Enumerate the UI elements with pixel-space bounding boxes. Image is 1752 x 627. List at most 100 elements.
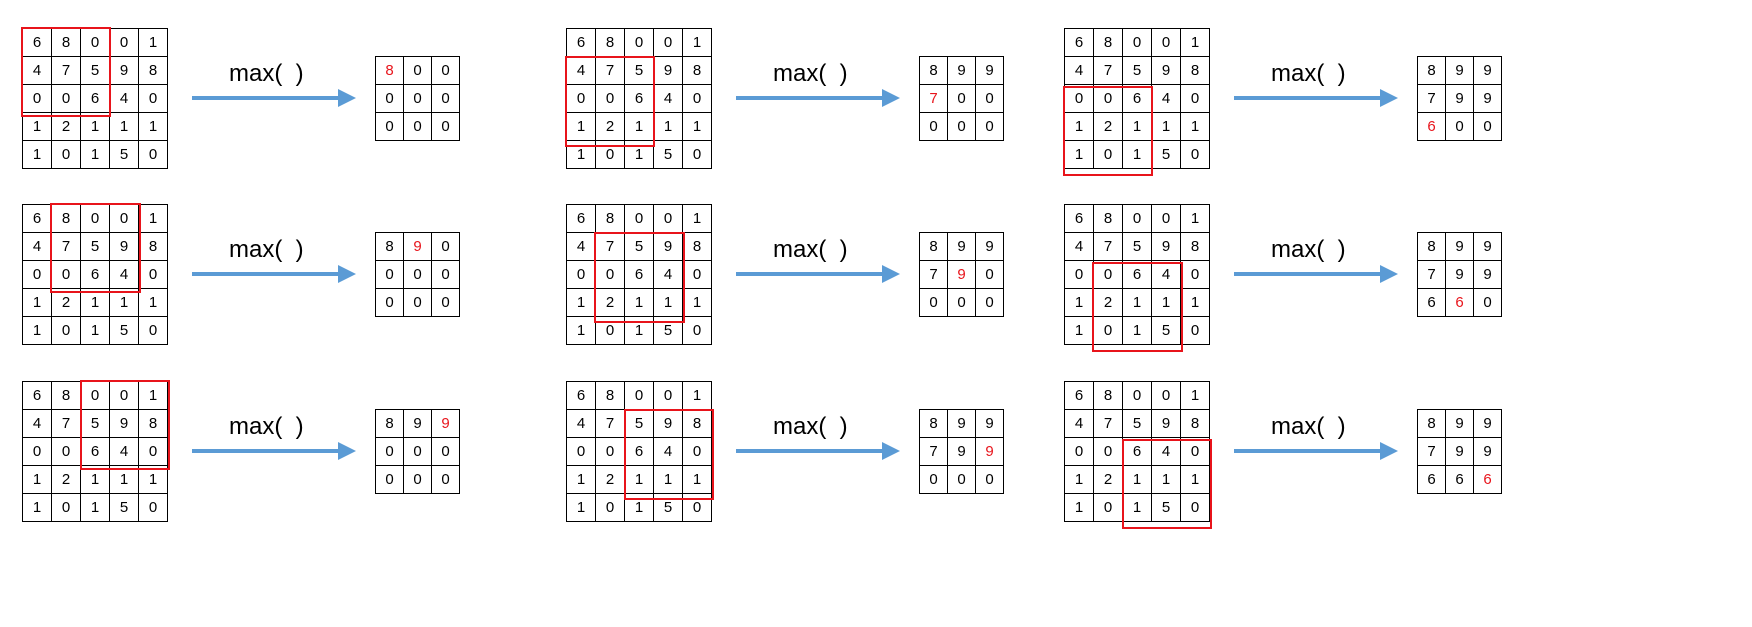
- input-cell: 5: [1151, 316, 1181, 345]
- input-cell: 0: [22, 437, 52, 466]
- input-cell: 0: [624, 204, 654, 233]
- input-cell: 0: [1093, 437, 1123, 466]
- arrow-icon: [736, 89, 900, 107]
- input-cell: 5: [1151, 140, 1181, 169]
- input-cell: 0: [595, 140, 625, 169]
- input-cell: 5: [653, 140, 683, 169]
- output-cell: 9: [1445, 409, 1474, 438]
- input-cell: 0: [1180, 437, 1210, 466]
- input-cell: 6: [566, 381, 596, 410]
- input-cell: 5: [80, 409, 110, 438]
- input-cell: 0: [1093, 140, 1123, 169]
- input-cell: 4: [109, 260, 139, 289]
- input-cell: 4: [653, 260, 683, 289]
- input-cell: 1: [653, 288, 683, 317]
- input-cell: 1: [653, 112, 683, 141]
- input-cell: 1: [653, 465, 683, 494]
- input-cell: 0: [566, 437, 596, 466]
- input-cell: 8: [682, 409, 712, 438]
- input-cell: 1: [138, 288, 168, 317]
- output-cell-current: 6: [1417, 112, 1446, 141]
- output-cell: 0: [375, 260, 404, 289]
- input-cell: 8: [1180, 56, 1210, 85]
- input-cell: 1: [80, 288, 110, 317]
- output-cell: 8: [1417, 232, 1446, 261]
- input-cell: 1: [1180, 112, 1210, 141]
- input-cell: 7: [51, 232, 81, 261]
- output-cell: 9: [1473, 84, 1502, 113]
- output-cell: 0: [919, 112, 948, 141]
- input-cell: 1: [1180, 465, 1210, 494]
- input-cell: 1: [566, 493, 596, 522]
- input-cell: 1: [109, 112, 139, 141]
- input-cell: 0: [595, 260, 625, 289]
- input-cell: 1: [138, 204, 168, 233]
- input-cell: 9: [653, 56, 683, 85]
- input-cell: 1: [22, 288, 52, 317]
- output-cell-current: 7: [919, 84, 948, 113]
- arrow-icon: [1234, 442, 1398, 460]
- output-cell: 9: [1473, 437, 1502, 466]
- input-cell: 5: [624, 409, 654, 438]
- input-cell: 0: [1064, 260, 1094, 289]
- output-cell: 9: [1473, 56, 1502, 85]
- input-cell: 6: [1064, 381, 1094, 410]
- output-cell: 0: [375, 112, 404, 141]
- input-cell: 8: [138, 56, 168, 85]
- output-cell: 0: [403, 260, 432, 289]
- max-operator-label: max( ): [773, 236, 848, 263]
- output-cell-current: 6: [1473, 465, 1502, 494]
- output-cell-current: 9: [975, 437, 1004, 466]
- input-cell: 0: [682, 316, 712, 345]
- input-cell: 8: [595, 204, 625, 233]
- output-cell: 9: [1445, 56, 1474, 85]
- input-cell: 0: [51, 493, 81, 522]
- max-operator-label: max( ): [229, 60, 304, 87]
- input-cell: 1: [138, 112, 168, 141]
- input-cell: 0: [653, 204, 683, 233]
- output-cell: 6: [1417, 288, 1446, 317]
- output-cell: 7: [919, 437, 948, 466]
- input-cell: 1: [1151, 288, 1181, 317]
- input-cell: 1: [80, 465, 110, 494]
- input-cell: 4: [1064, 56, 1094, 85]
- output-cell: 0: [403, 112, 432, 141]
- input-cell: 1: [682, 28, 712, 57]
- input-cell: 6: [22, 204, 52, 233]
- input-cell: 1: [566, 316, 596, 345]
- arrow-icon: [1234, 265, 1398, 283]
- input-cell: 7: [51, 409, 81, 438]
- output-cell-current: 9: [431, 409, 460, 438]
- input-cell: 8: [51, 381, 81, 410]
- output-cell: 9: [975, 409, 1004, 438]
- output-cell: 0: [1473, 112, 1502, 141]
- output-cell: 9: [975, 232, 1004, 261]
- input-cell: 1: [624, 465, 654, 494]
